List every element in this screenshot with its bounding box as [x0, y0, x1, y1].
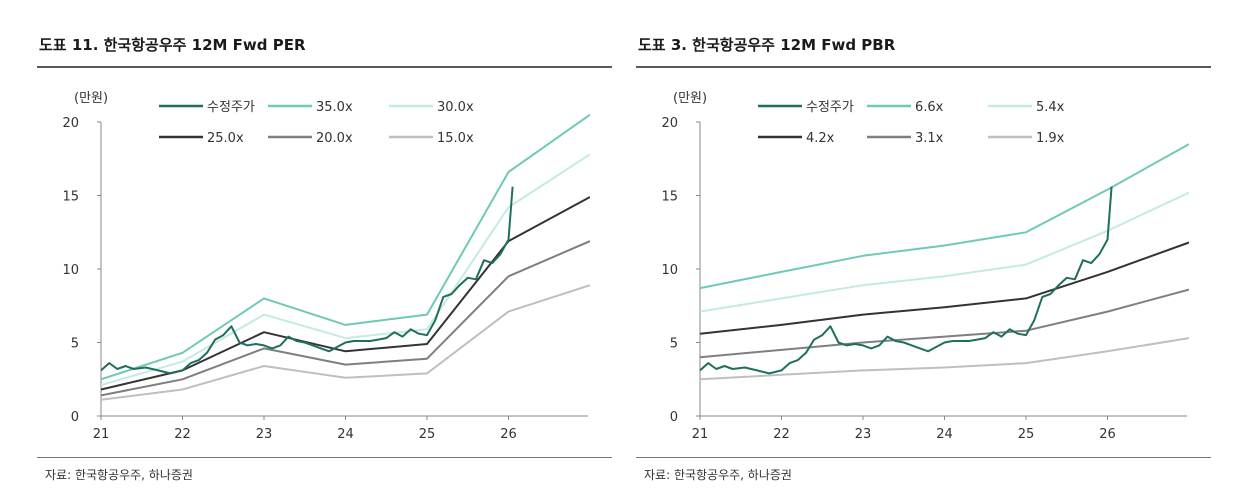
legend-label: 3.1x — [915, 131, 944, 146]
legend-label: 20.0x — [316, 131, 353, 146]
series-line-4.2x — [700, 241, 1189, 335]
y-tick-label: 20 — [62, 116, 79, 131]
chart-title: 도표 11. 한국항공우주 12M Fwd PER — [39, 36, 306, 54]
y-axis-unit-label: (만원) — [673, 91, 707, 106]
source-note: 자료: 한국항공우주, 하나증권 — [644, 468, 792, 482]
pbr-chart-panel: 도표 3. 한국항공우주 12M Fwd PBR 0 5 10 15 20 21 22 23 2… — [636, 0, 1211, 502]
y-tick-label: 10 — [661, 263, 678, 278]
series-line-5.4x — [700, 191, 1189, 313]
x-tick-label: 21 — [692, 427, 709, 442]
legend-label: 30.0x — [437, 100, 474, 115]
series-line-6.6x — [700, 143, 1189, 290]
series-line-수정주가 — [700, 186, 1113, 375]
legend-label: 수정주가 — [806, 100, 854, 115]
x-tick-label: 22 — [174, 427, 191, 442]
x-tick-label: 25 — [1018, 427, 1035, 442]
legend-label: 5.4x — [1036, 100, 1065, 115]
legend-label: 25.0x — [207, 131, 244, 146]
series-line-20.0x — [101, 240, 590, 397]
footer-divider — [636, 457, 1211, 458]
x-tick-label: 25 — [419, 427, 436, 442]
per-band-chart: 0 5 10 15 20 21 22 23 24 25 26 (만원) 수정주가 35.0x 30.0x 25… — [62, 91, 590, 442]
pbr-band-chart: 0 5 10 15 20 21 22 23 24 25 26 (만원) 수정주가 6.6x 5.4x 4.2x… — [661, 91, 1189, 442]
legend-label: 수정주가 — [207, 100, 255, 115]
y-tick-label: 0 — [670, 410, 678, 425]
y-tick-label: 5 — [71, 337, 79, 352]
x-tick-label: 23 — [256, 427, 273, 442]
x-tick-label: 26 — [500, 427, 517, 442]
series-line-1.9x — [700, 337, 1189, 381]
per-chart-panel: 도표 11. 한국항공우주 12M Fwd PER 0 5 10 15 20 21 22 23… — [37, 0, 612, 502]
source-note: 자료: 한국항공우주, 하나증권 — [45, 468, 193, 482]
chart-title: 도표 3. 한국항공우주 12M Fwd PBR — [638, 36, 896, 54]
legend-label: 6.6x — [915, 100, 944, 115]
x-tick-label: 26 — [1099, 427, 1116, 442]
x-tick-label: 22 — [773, 427, 790, 442]
y-tick-label: 15 — [661, 190, 678, 205]
y-tick-label: 0 — [71, 410, 79, 425]
series-line-3.1x — [700, 288, 1189, 359]
legend-label: 35.0x — [316, 100, 353, 115]
y-tick-label: 10 — [62, 263, 79, 278]
legend-label: 1.9x — [1036, 131, 1065, 146]
legend-label: 4.2x — [806, 131, 835, 146]
x-tick-label: 24 — [337, 427, 354, 442]
y-axis-unit-label: (만원) — [74, 91, 108, 106]
y-tick-label: 20 — [661, 116, 678, 131]
footer-divider — [37, 457, 612, 458]
series-line-수정주가 — [101, 186, 514, 375]
title-divider — [636, 66, 1211, 68]
legend-label: 15.0x — [437, 131, 474, 146]
series-line-15.0x — [101, 284, 590, 401]
series-line-25.0x — [101, 196, 590, 391]
title-divider — [37, 66, 612, 68]
x-tick-label: 23 — [855, 427, 872, 442]
x-tick-label: 21 — [93, 427, 110, 442]
x-tick-label: 24 — [936, 427, 953, 442]
series-line-30.0x — [101, 153, 590, 387]
y-tick-label: 15 — [62, 190, 79, 205]
series-line-35.0x — [101, 113, 590, 381]
y-tick-label: 5 — [670, 337, 678, 352]
